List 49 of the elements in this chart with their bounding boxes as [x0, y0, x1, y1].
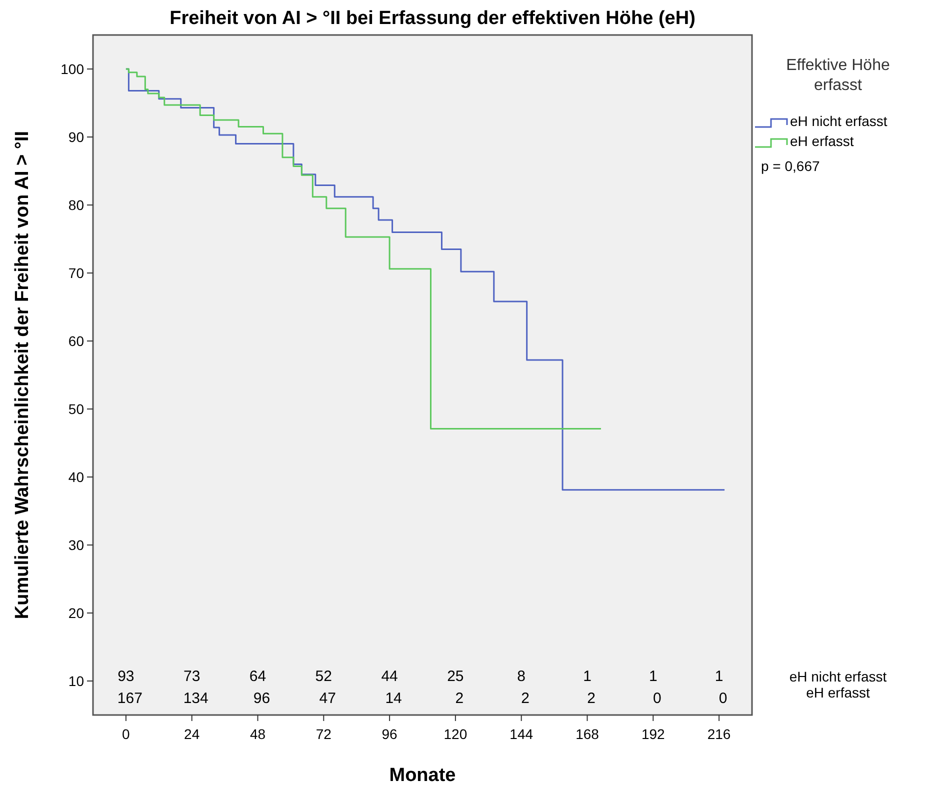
annotation: 0 [652, 690, 662, 707]
x-tick-label: 168 [576, 726, 600, 742]
text: eH erfasst [806, 684, 870, 701]
annotation: 64 [249, 668, 266, 685]
annotation: 1 [648, 668, 658, 685]
x-tick-label: 0 [122, 726, 130, 742]
x-tick-label: 72 [316, 726, 332, 742]
y-axis-title: Kumulierte Wahrscheinlichkeit der Freiheit von AI > °II [12, 130, 33, 620]
y-tick-label: 60 [68, 332, 84, 349]
y-tick-label: 50 [68, 400, 84, 417]
annotation: 0 [718, 690, 728, 707]
y-tick-label: 40 [68, 468, 84, 485]
annotation: 2 [587, 690, 596, 707]
y-tick-label: 30 [68, 536, 84, 553]
annotation: 2 [455, 690, 464, 707]
y-tick-label: 80 [68, 196, 84, 213]
chart-title: Freiheit von AI > °II bei Erfassung der effektiven Höhe (eH) [170, 8, 696, 29]
annotation: 52 [315, 668, 332, 685]
annotation: 93 [118, 668, 134, 685]
x-tick-label: 24 [184, 726, 200, 742]
annotation: 8 [517, 668, 526, 685]
annotation: 25 [447, 668, 464, 685]
x-tick-label: 216 [707, 726, 731, 742]
annotation: 1 [583, 668, 592, 685]
x-axis-title: Monate [389, 765, 456, 786]
annotation: 1 [714, 668, 724, 685]
x-tick-label: 144 [510, 726, 534, 742]
x-tick-label: 192 [641, 726, 666, 742]
y-tick-label: 10 [68, 672, 84, 689]
y-tick-label: 20 [68, 604, 84, 621]
legend-label: eH erfasst [790, 133, 854, 149]
annotation: 134 [183, 690, 208, 707]
text: p = 0,667 [761, 158, 820, 174]
y-tick-label: 90 [68, 128, 84, 145]
x-tick-label: 48 [250, 726, 266, 742]
legend-label: eH nicht erfasst [790, 113, 888, 129]
annotation: 14 [385, 690, 402, 707]
text: eH nicht erfasst [789, 668, 887, 685]
y-tick-label: 100 [60, 60, 84, 77]
annotation: 73 [184, 668, 200, 685]
annotation: 47 [319, 690, 336, 707]
legend-title: Effektive Höhe erfasst [786, 57, 890, 94]
annotation: 96 [253, 690, 270, 707]
annotation: 167 [117, 690, 142, 707]
x-tick-label: 96 [382, 726, 398, 742]
y-tick-label: 70 [68, 264, 84, 281]
x-tick-label: 120 [444, 726, 468, 742]
annotation: 44 [381, 668, 398, 685]
annotation: 2 [521, 690, 530, 707]
